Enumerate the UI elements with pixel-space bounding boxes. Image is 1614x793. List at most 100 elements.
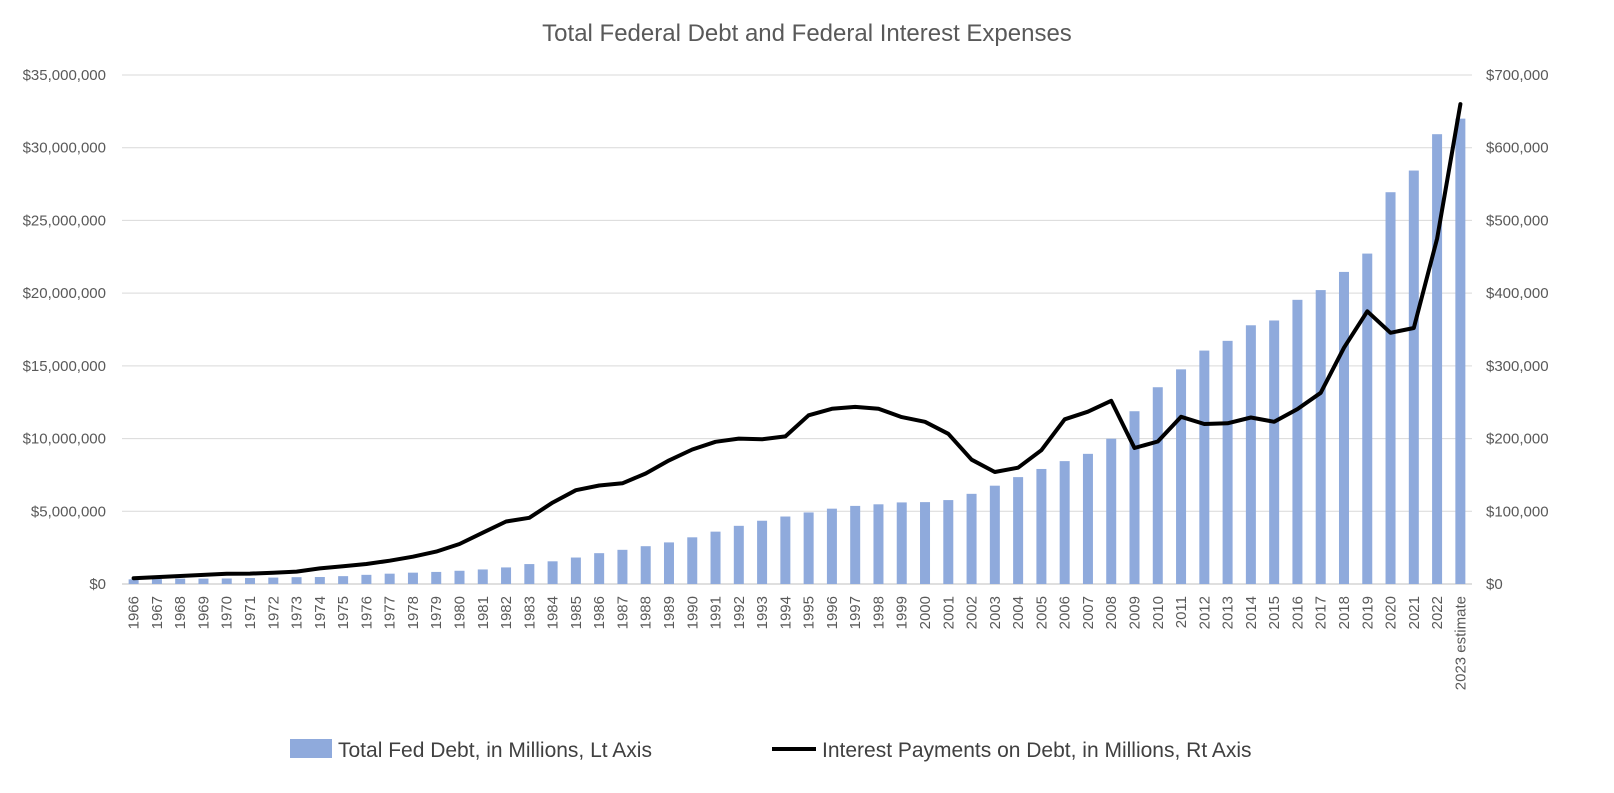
debt-bar bbox=[850, 505, 861, 584]
debt-bar bbox=[1059, 461, 1070, 584]
debt-bar bbox=[640, 546, 651, 584]
x-axis-tick-label: 1994 bbox=[777, 596, 794, 629]
legend-label-interest: Interest Payments on Debt, in Millions, … bbox=[822, 739, 1252, 762]
debt-bar bbox=[454, 570, 465, 584]
debt-bar bbox=[1129, 411, 1140, 584]
x-axis-tick-label: 1983 bbox=[521, 596, 538, 629]
debt-bar bbox=[1106, 438, 1117, 584]
interest-line-path bbox=[131, 102, 1463, 581]
x-axis-tick-label: 1993 bbox=[754, 596, 771, 629]
debt-bar bbox=[943, 500, 954, 584]
x-axis-tick-label: 2008 bbox=[1103, 596, 1120, 629]
debt-bar bbox=[198, 578, 209, 584]
left-axis-tick-label: $30,000,000 bbox=[23, 140, 106, 157]
x-axis-tick-label: 1966 bbox=[126, 596, 143, 629]
debt-bar bbox=[1432, 134, 1443, 584]
x-axis-tick-label: 2003 bbox=[987, 596, 1004, 629]
legend-label-debt: Total Fed Debt, in Millions, Lt Axis bbox=[338, 739, 652, 762]
debt-bar bbox=[570, 557, 581, 584]
legend-swatch-debt bbox=[290, 739, 332, 758]
debt-bar bbox=[128, 579, 139, 584]
debt-bar bbox=[268, 577, 279, 584]
x-axis-tick-label: 1989 bbox=[661, 596, 678, 629]
x-axis-tick-label: 2011 bbox=[1173, 596, 1190, 628]
x-axis-tick-label: 1975 bbox=[335, 596, 352, 629]
x-axis-tick-label: 1999 bbox=[894, 596, 911, 629]
debt-bar bbox=[1292, 299, 1303, 584]
debt-bar bbox=[896, 502, 907, 584]
debt-bars bbox=[128, 118, 1466, 584]
debt-bar bbox=[733, 525, 744, 584]
chart-title: Total Federal Debt and Federal Interest … bbox=[542, 20, 1072, 47]
x-axis-tick-label: 1984 bbox=[545, 596, 562, 629]
x-axis-tick-label: 1986 bbox=[591, 596, 608, 629]
right-axis-tick-label: $400,000 bbox=[1486, 285, 1549, 302]
left-axis-tick-label: $0 bbox=[89, 576, 106, 593]
x-axis-tick-label: 2015 bbox=[1266, 596, 1283, 629]
x-axis-tick-label: 2023 estimate bbox=[1452, 596, 1469, 690]
debt-bar bbox=[1338, 271, 1349, 584]
x-axis-ticks: 1966 1967 1968 1969 1970 1971 1972 1973 1974 1975… bbox=[126, 596, 1470, 690]
left-axis-tick-label: $10,000,000 bbox=[23, 431, 106, 448]
debt-bar bbox=[617, 549, 628, 584]
x-axis-tick-label: 1972 bbox=[265, 596, 282, 629]
left-axis-tick-label: $5,000,000 bbox=[31, 503, 106, 520]
debt-bar bbox=[757, 520, 768, 584]
debt-bar bbox=[501, 567, 512, 584]
right-axis-tick-label: $0 bbox=[1486, 576, 1503, 593]
right-axis-ticks: $0 $100,000 $200,000 $300,000 $400,000 $500,0… bbox=[1486, 67, 1549, 593]
x-axis-tick-label: 1967 bbox=[149, 596, 166, 629]
debt-bar bbox=[687, 537, 698, 584]
debt-bar bbox=[989, 485, 1000, 584]
x-axis-tick-label: 2010 bbox=[1150, 596, 1167, 629]
debt-bar bbox=[1245, 325, 1256, 584]
debt-bar bbox=[407, 572, 418, 584]
x-axis-tick-label: 1991 bbox=[708, 596, 725, 629]
right-axis-tick-label: $300,000 bbox=[1486, 358, 1549, 375]
debt-bar bbox=[1013, 477, 1024, 584]
debt-bar bbox=[524, 564, 535, 584]
left-axis-ticks: $0 $5,000,000 $10,000,000 $15,000,000 $20,00… bbox=[23, 67, 106, 593]
x-axis-tick-label: 2000 bbox=[917, 596, 934, 629]
debt-bar bbox=[221, 578, 232, 584]
right-axis-tick-label: $600,000 bbox=[1486, 140, 1549, 157]
x-axis-tick-label: 2004 bbox=[1010, 596, 1027, 629]
x-axis-tick-label: 1978 bbox=[405, 596, 422, 629]
x-axis-tick-label: 2005 bbox=[1033, 596, 1050, 629]
debt-bar bbox=[1362, 253, 1373, 584]
x-axis-tick-label: 1988 bbox=[638, 596, 655, 629]
debt-bar bbox=[663, 542, 674, 584]
debt-bar bbox=[780, 516, 791, 584]
debt-bar bbox=[1036, 468, 1047, 584]
debt-bar bbox=[338, 576, 349, 584]
right-axis-tick-label: $500,000 bbox=[1486, 212, 1549, 229]
debt-bar bbox=[151, 579, 162, 584]
left-axis-tick-label: $25,000,000 bbox=[23, 212, 106, 229]
right-axis-tick-label: $200,000 bbox=[1486, 431, 1549, 448]
x-axis-tick-label: 2007 bbox=[1080, 596, 1097, 629]
debt-bar bbox=[1408, 170, 1419, 584]
debt-bar bbox=[1199, 350, 1210, 584]
x-axis-tick-label: 1992 bbox=[731, 596, 748, 629]
debt-bar bbox=[1455, 118, 1466, 584]
x-axis-tick-label: 2014 bbox=[1243, 596, 1260, 629]
x-axis-tick-label: 2013 bbox=[1220, 596, 1237, 629]
gridlines bbox=[122, 74, 1472, 585]
debt-bar bbox=[245, 578, 256, 584]
x-axis-tick-label: 1995 bbox=[801, 596, 818, 629]
right-axis-tick-label: $700,000 bbox=[1486, 67, 1549, 84]
debt-bar bbox=[966, 493, 977, 584]
debt-bar bbox=[291, 577, 302, 584]
debt-bar bbox=[547, 561, 558, 584]
x-axis-tick-label: 2016 bbox=[1289, 596, 1306, 629]
debt-bar bbox=[803, 512, 814, 584]
x-axis-tick-label: 2021 bbox=[1406, 596, 1423, 629]
x-axis-tick-label: 2018 bbox=[1336, 596, 1353, 629]
x-axis-tick-label: 2017 bbox=[1313, 596, 1330, 629]
x-axis-tick-label: 2022 bbox=[1429, 596, 1446, 629]
x-axis-tick-label: 1982 bbox=[498, 596, 515, 629]
debt-bar bbox=[1315, 290, 1326, 584]
x-axis-tick-label: 1990 bbox=[684, 596, 701, 629]
